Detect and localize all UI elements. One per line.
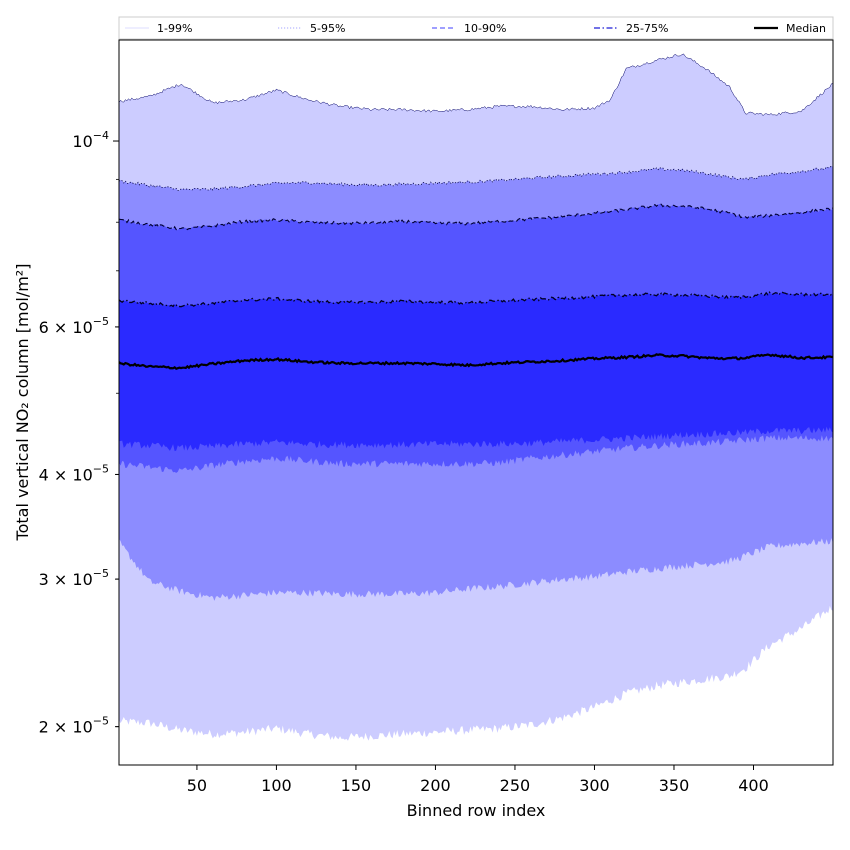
median-line — [119, 353, 833, 371]
x-tick-label-2: 150 — [341, 776, 372, 795]
y-tick-label-2: 4 × 10−5 — [39, 462, 109, 484]
y-tick-label-3: 6 × 10−5 — [39, 315, 109, 337]
legend-label-0: 1-99% — [157, 22, 192, 35]
x-tick-label-6: 350 — [659, 776, 690, 795]
legend-label-3: 25-75% — [626, 22, 668, 35]
legend-frame — [118, 16, 834, 40]
x-tick-label-1: 100 — [261, 776, 292, 795]
band-upper-edge-3 — [119, 291, 833, 308]
x-tick-label-5: 300 — [579, 776, 610, 795]
y-axis-label: Total vertical NO₂ column [mol/m²] — [13, 264, 32, 542]
legend-label-2: 10-90% — [464, 22, 506, 35]
legend-label-1: 5-95% — [310, 22, 345, 35]
y-tick-label-1: 3 × 10−5 — [39, 567, 109, 589]
x-tick-label-7: 400 — [738, 776, 769, 795]
x-axis-label: Binned row index — [407, 801, 546, 820]
x-tick-label-0: 50 — [187, 776, 207, 795]
band-fill-3 — [119, 292, 833, 452]
x-tick-label-3: 200 — [420, 776, 451, 795]
median-series — [119, 353, 833, 371]
legend-label-4: Median — [786, 22, 826, 35]
band-upper-edge-0 — [119, 53, 833, 117]
x-axis-ticks: 50 100 150 200 250 300 350 400 — [187, 765, 769, 795]
percentile-band-edges — [119, 53, 833, 308]
x-tick-label-4: 250 — [500, 776, 531, 795]
percentile-bands — [119, 53, 833, 741]
plot-frame — [118, 39, 834, 766]
legend: 1-99% 5-95% 10-90% 25-75% Median — [118, 16, 834, 40]
y-tick-label-0: 2 × 10−5 — [39, 715, 109, 737]
